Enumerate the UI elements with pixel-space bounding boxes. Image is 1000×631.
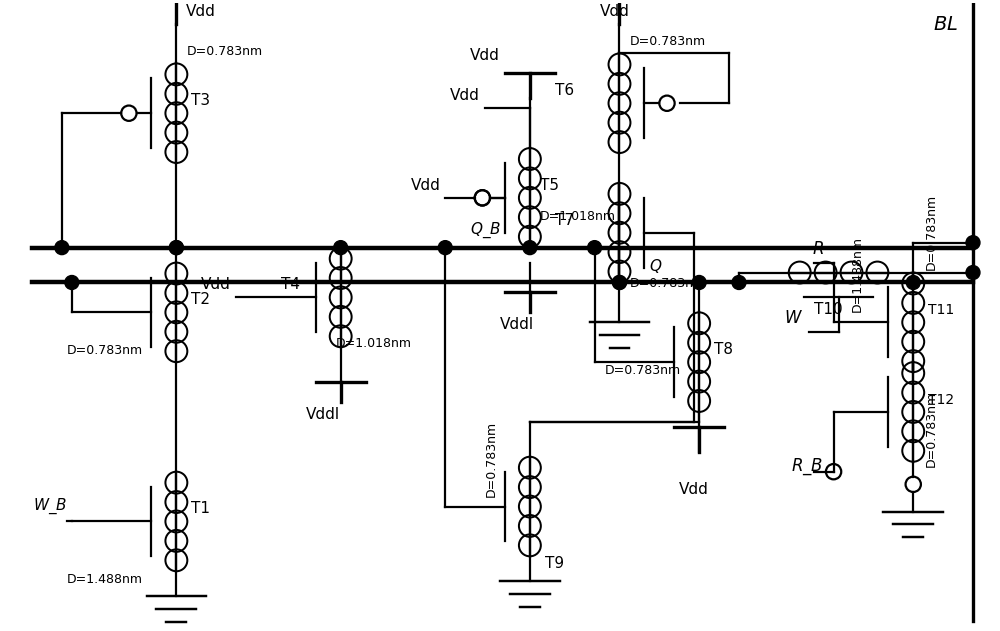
Circle shape	[906, 276, 920, 290]
Text: T9: T9	[545, 557, 564, 571]
Circle shape	[438, 240, 452, 254]
Circle shape	[65, 276, 79, 290]
Text: T11: T11	[928, 304, 954, 317]
Text: D=0.783nm: D=0.783nm	[67, 344, 143, 357]
Text: D=0.783nm: D=0.783nm	[605, 364, 681, 377]
Text: Vdd: Vdd	[470, 49, 500, 64]
Text: T10: T10	[814, 302, 842, 317]
Text: Vdd: Vdd	[410, 178, 440, 193]
Text: T6: T6	[555, 83, 574, 98]
Text: T8: T8	[714, 342, 733, 357]
Text: D=1.488nm: D=1.488nm	[67, 573, 143, 586]
Circle shape	[55, 240, 69, 254]
Text: Vdd: Vdd	[600, 4, 629, 18]
Circle shape	[966, 266, 980, 280]
Text: D=1.488nm: D=1.488nm	[851, 237, 864, 312]
Circle shape	[169, 240, 183, 254]
Text: $Q$: $Q$	[649, 257, 663, 274]
Circle shape	[692, 276, 706, 290]
Text: $R\_B$: $R\_B$	[791, 456, 824, 476]
Text: D=1.018nm: D=1.018nm	[540, 209, 616, 223]
Circle shape	[169, 240, 183, 254]
Text: D=0.783nm: D=0.783nm	[186, 45, 262, 59]
Text: D=1.018nm: D=1.018nm	[336, 337, 412, 350]
Circle shape	[334, 240, 348, 254]
Circle shape	[523, 240, 537, 254]
Text: D=0.783nm: D=0.783nm	[629, 278, 706, 290]
Text: D=0.783nm: D=0.783nm	[925, 194, 938, 269]
Text: T7: T7	[555, 213, 574, 228]
Text: T2: T2	[191, 292, 210, 307]
Text: Vdd: Vdd	[450, 88, 480, 103]
Text: D=0.783nm: D=0.783nm	[925, 391, 938, 467]
Text: Vddl: Vddl	[306, 407, 340, 422]
Text: D=0.783nm: D=0.783nm	[485, 420, 498, 497]
Text: $W$: $W$	[784, 309, 803, 327]
Text: Vdd: Vdd	[201, 278, 231, 292]
Text: Vdd: Vdd	[186, 4, 216, 18]
Text: $R$: $R$	[812, 240, 824, 257]
Text: T1: T1	[191, 502, 210, 517]
Text: T12: T12	[928, 393, 954, 407]
Circle shape	[732, 276, 746, 290]
Circle shape	[588, 240, 602, 254]
Circle shape	[613, 276, 626, 290]
Circle shape	[966, 236, 980, 250]
Text: $BL$: $BL$	[933, 15, 958, 33]
Circle shape	[613, 276, 626, 290]
Text: D=0.783nm: D=0.783nm	[629, 35, 706, 49]
Text: Vdd: Vdd	[679, 481, 709, 497]
Text: T3: T3	[191, 93, 210, 109]
Text: $Q$_$B$: $Q$_$B$	[470, 220, 501, 240]
Text: T5: T5	[540, 178, 559, 193]
Text: $W\_B$: $W\_B$	[33, 497, 67, 517]
Text: T4: T4	[281, 278, 300, 292]
Text: Vddl: Vddl	[500, 317, 534, 333]
